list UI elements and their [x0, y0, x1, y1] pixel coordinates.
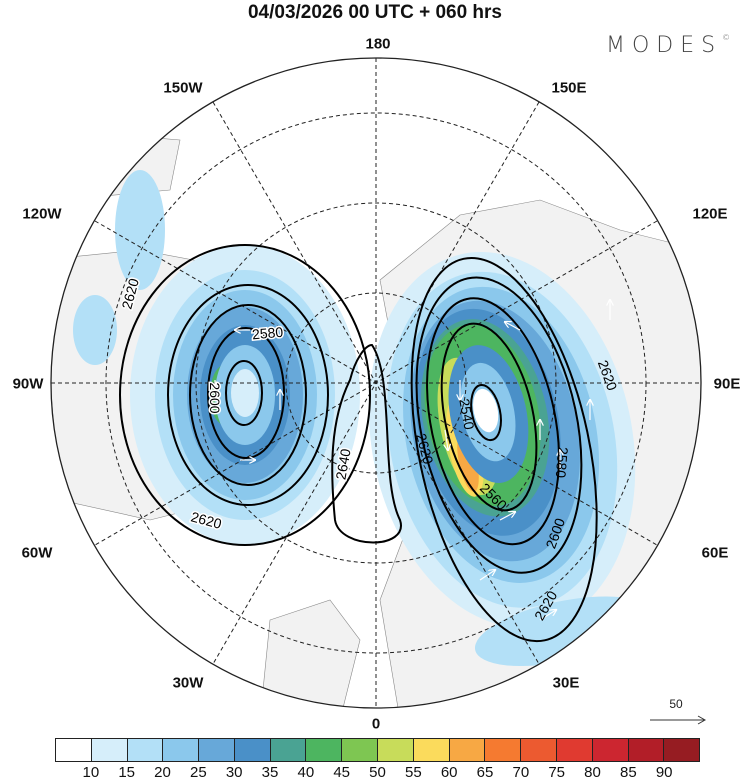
colorbar-swatch: [664, 739, 700, 761]
colorbar-tick-label: 85: [619, 764, 637, 781]
contour-label: 2540: [456, 397, 477, 431]
lon-label-30w: 30W: [172, 674, 204, 692]
colorbar-tick-label: 55: [404, 764, 422, 781]
contour-label: 2600: [207, 382, 223, 413]
lon-label-120e: 120E: [692, 205, 728, 223]
colorbar-tick-label: 15: [118, 764, 135, 781]
colorbar-swatch: [234, 739, 271, 761]
colorbar-tick-label: 25: [189, 764, 207, 781]
colorbar-swatch: [628, 739, 665, 761]
logo-text: MODES: [606, 33, 723, 58]
colorbar-swatch: [521, 739, 557, 761]
colorbar-swatch: [91, 739, 128, 761]
modes-logo: MODES©: [606, 33, 730, 58]
colorbar-swatch: [592, 739, 629, 761]
colorbar-swatch: [163, 739, 200, 761]
colorbar-tick-label: 90: [655, 764, 673, 781]
colorbar-tick-label: 35: [261, 764, 279, 781]
map-title: 04/03/2026 00 UTC + 060 hrs: [247, 2, 503, 23]
map-boundary: [50, 57, 702, 709]
lon-label-180: 180: [365, 35, 391, 53]
logo-copyright: ©: [722, 32, 731, 42]
contour-label: 2580: [553, 446, 572, 479]
colorbar-swatch: [342, 739, 379, 761]
colorbar-swatch: [413, 739, 450, 761]
colorbar-swatch: [56, 739, 92, 761]
wind-shading-east: [368, 251, 652, 667]
colorbar-tick-label: 30: [225, 764, 243, 781]
colorbar-swatch: [449, 739, 486, 761]
colorbar-tick-label: 75: [548, 764, 565, 781]
lon-label-90w: 90W: [12, 375, 44, 393]
lon-label-60e: 60E: [701, 544, 729, 562]
lon-label-0: 0: [371, 715, 381, 733]
colorbar-tick-label: 50: [369, 764, 386, 781]
colorbar-swatch: [270, 739, 307, 761]
colorbar-swatch: [127, 739, 164, 761]
wind-vectors: [215, 300, 610, 621]
lon-label-120w: 120W: [22, 205, 62, 223]
colorbar-tick-label: 45: [333, 764, 350, 781]
colorbar-ticks: 10 15 20 25 30 35 40 45 50 55 60 65 70 75 80 85 90: [0, 764, 750, 782]
contour-label: 2580: [251, 324, 284, 343]
colorbar-swatch: [485, 739, 522, 761]
lon-label-150w: 150W: [163, 79, 203, 97]
contour-label: 2620: [413, 432, 437, 466]
colorbar-swatch: [306, 739, 343, 761]
colorbar-tick-label: 80: [584, 764, 601, 781]
colorbar-tick-label: 70: [512, 764, 530, 781]
lon-label-30e: 30E: [552, 674, 580, 692]
colorbar-tick-label: 20: [154, 764, 171, 781]
lon-label-60w: 60W: [21, 544, 53, 562]
reference-vector-arrow-icon: [650, 715, 707, 725]
colorbar-tick-label: 60: [440, 764, 458, 781]
lon-label-150e: 150E: [551, 79, 587, 97]
polar-map: 2620 2580 2600 2620 2640 2540 2620 2560 …: [50, 57, 702, 709]
colorbar-tick-label: 10: [82, 764, 100, 781]
colorbar-swatch: [378, 739, 414, 761]
colorbar-swatch: [556, 739, 593, 761]
colorbar-tick-label: 40: [297, 764, 315, 781]
reference-vector-label: 50: [669, 697, 683, 711]
graticule: [51, 58, 701, 708]
colorbar-swatch: [199, 739, 235, 761]
colorbar-tick-label: 65: [476, 764, 494, 781]
lon-label-90e: 90E: [713, 375, 741, 393]
colorbar: [55, 738, 700, 762]
height-contours: [119, 244, 598, 643]
